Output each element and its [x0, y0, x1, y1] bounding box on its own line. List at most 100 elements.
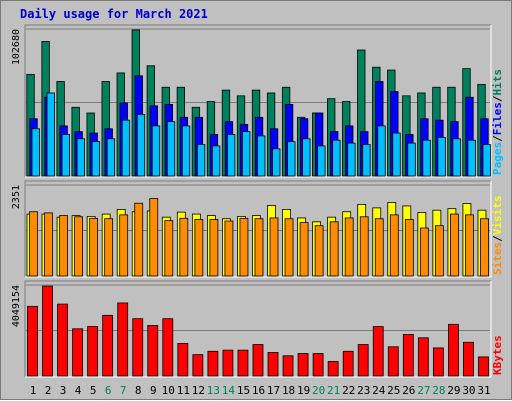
bar-pages-10 [166, 121, 176, 177]
legend-entry-separator: / [491, 95, 504, 102]
bar-pages-13 [211, 145, 221, 177]
xtick-label-day-30: 30 [462, 384, 475, 397]
bar-kbytes-30 [463, 341, 474, 377]
bar-sites-18 [284, 218, 294, 277]
bar-kbytes-28 [432, 347, 444, 377]
bar-sites-4 [74, 216, 83, 277]
bar-pages-30 [467, 139, 476, 177]
bar-sites-19 [299, 222, 309, 277]
bar-sites-5 [89, 217, 99, 277]
bar-pages-2 [46, 92, 55, 177]
xtick-label-day-9: 9 [150, 384, 157, 397]
xtick-label-day-15: 15 [237, 384, 250, 397]
bar-kbytes-19 [297, 353, 309, 377]
bar-pages-15 [242, 131, 251, 177]
panel-kbytes-border-dark [24, 280, 491, 377]
bar-sites-7 [119, 214, 129, 277]
xtick-label-day-23: 23 [357, 384, 370, 397]
bar-sites-2 [44, 212, 53, 277]
bar-sites-8 [134, 202, 144, 277]
xtick-label-day-31: 31 [477, 384, 490, 397]
bar-sites-21 [329, 221, 339, 277]
bar-pages-21 [332, 139, 341, 177]
bar-pages-8 [136, 114, 146, 177]
xtick-label-day-19: 19 [297, 384, 310, 397]
ytick-label-hits-files-pages: 102680 [11, 29, 22, 65]
bar-pages-26 [407, 142, 416, 177]
legend-entry-files: Files [491, 102, 504, 135]
bar-pages-16 [257, 135, 266, 177]
bar-sites-11 [179, 217, 189, 277]
bar-sites-3 [59, 215, 68, 277]
xtick-label-day-2: 2 [45, 384, 52, 397]
bar-pages-6 [106, 138, 116, 177]
bar-kbytes-11 [177, 343, 189, 377]
ytick-label-kbytes: 4049154 [11, 285, 22, 327]
bar-kbytes-25 [387, 346, 399, 377]
legend-entry-kbytes: KBytes [491, 335, 504, 375]
bar-pages-12 [196, 144, 206, 177]
bar-sites-9 [149, 198, 159, 277]
bar-sites-26 [404, 219, 414, 277]
bar-sites-29 [450, 213, 459, 277]
bar-pages-5 [91, 141, 101, 177]
xtick-label-day-8: 8 [135, 384, 142, 397]
legend-entry-separator: / [491, 235, 504, 242]
bar-sites-23 [359, 216, 369, 277]
bar-sites-16 [254, 218, 264, 277]
bar-sites-27 [419, 227, 429, 277]
legend-visits-sites: Sites/Visits [491, 196, 504, 276]
xtick-label-day-13: 13 [207, 384, 220, 397]
bar-pages-20 [317, 145, 326, 177]
bar-sites-20 [314, 225, 324, 277]
ytick-label-visits-sites: 2351 [11, 185, 22, 209]
panel-kbytes-border-light [25, 281, 492, 378]
panel-hits-files-pages-border-light [25, 25, 492, 178]
bar-kbytes-3 [57, 303, 68, 377]
panel-visits-sites-border-light [25, 181, 492, 278]
bar-kbytes-9 [147, 325, 159, 377]
xtick-label-day-12: 12 [192, 384, 205, 397]
xtick-label-day-6: 6 [105, 384, 112, 397]
bar-kbytes-7 [117, 302, 129, 377]
bar-sites-15 [239, 217, 249, 277]
xtick-label-day-11: 11 [177, 384, 190, 397]
bar-pages-7 [121, 119, 131, 177]
xtick-label-day-21: 21 [327, 384, 340, 397]
bar-pages-19 [302, 138, 311, 177]
legend-kbytes: KBytes [491, 335, 504, 375]
chart-title: Daily usage for March 2021 [20, 7, 208, 21]
bar-kbytes-24 [372, 326, 384, 377]
xtick-label-day-16: 16 [252, 384, 265, 397]
legend-entry-pages: Pages [491, 142, 504, 175]
xtick-label-day-14: 14 [222, 384, 236, 397]
xtick-label-day-1: 1 [30, 384, 37, 397]
bar-kbytes-13 [207, 350, 219, 377]
bar-kbytes-8 [132, 318, 144, 377]
bar-pages-14 [227, 134, 236, 177]
bar-pages-4 [76, 138, 85, 177]
xtick-label-day-17: 17 [267, 384, 280, 397]
xtick-label-day-24: 24 [372, 384, 386, 397]
bar-kbytes-21 [327, 360, 339, 377]
xtick-label-day-4: 4 [75, 384, 82, 397]
bar-kbytes-26 [402, 334, 414, 377]
bar-kbytes-29 [448, 323, 459, 377]
panel-hits-files-pages-border-dark [24, 24, 491, 177]
bar-pages-25 [392, 132, 401, 177]
xtick-label-day-22: 22 [342, 384, 355, 397]
bar-kbytes-20 [312, 353, 324, 377]
bar-kbytes-17 [267, 352, 279, 377]
xtick-label-day-10: 10 [162, 384, 175, 397]
bar-pages-11 [181, 125, 191, 177]
bar-pages-27 [422, 139, 431, 177]
bar-kbytes-1 [27, 305, 38, 377]
xtick-label-day-27: 27 [417, 384, 430, 397]
bar-kbytes-14 [222, 349, 234, 377]
bar-kbytes-27 [417, 337, 429, 377]
bar-pages-29 [452, 138, 461, 177]
xtick-label-day-29: 29 [447, 384, 460, 397]
xtick-label-day-5: 5 [90, 384, 97, 397]
legend-entry-visits: Visits [491, 196, 504, 236]
xtick-label-day-25: 25 [387, 384, 400, 397]
